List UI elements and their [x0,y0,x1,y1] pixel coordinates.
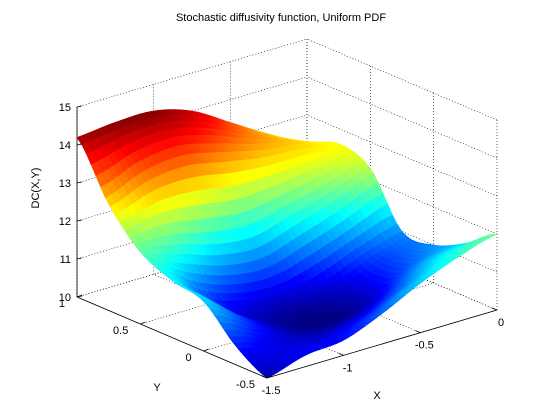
z-tick-mark [76,257,83,260]
z-tick-mark [76,295,83,298]
z-tick-label: 14 [59,140,71,152]
z-axis-label: DC(X,Y) [30,168,42,209]
grid-line-back-z [76,38,308,108]
grid-line-floor-y [140,255,371,325]
x-axis-line [266,309,498,379]
z-tick-mark [76,181,83,184]
x-axis-label: X [373,390,381,402]
z-tick-label: 15 [59,102,71,114]
grid-line-back-z [76,228,308,298]
x-tick-mark [491,307,498,311]
y-tick-label: 1 [59,298,65,310]
tick-layer: -1.5 -1 -0.5 0 -0.5 0 0.5 110 11 12 13 14 15 [59,102,504,397]
z-tick-label: 11 [60,254,71,266]
y-tick-mark [140,321,146,325]
grid-line-back-z [76,190,308,260]
x-tick-mark [338,352,344,356]
x-tick-mark [261,375,268,379]
z-tick-label: 12 [59,216,71,228]
y-tick-label: 0 [186,352,192,364]
y-tick-mark [266,375,273,379]
y-tick-label: -0.5 [236,379,255,391]
z-tick-mark [76,143,83,146]
chart-title: Stochastic diffusivity function, Uniform… [176,12,386,24]
z-tick-label: 10 [59,292,71,304]
x-tick-label: -0.5 [415,340,434,352]
z-tick-mark [76,105,83,108]
z-tick-label: 13 [59,178,71,190]
x-tick-mark [415,330,421,334]
y-tick-mark [203,348,209,352]
x-tick-label: 0 [498,317,504,329]
z-tick-mark [76,219,83,222]
x-tick-label: -1 [343,362,353,374]
y-tick-label: 0.5 [113,325,128,337]
surface-layer [76,109,498,379]
x-tick-label: -1.5 [262,385,281,397]
y-axis-line [76,296,268,379]
grid-line-side-z [306,38,498,121]
axis-layer [76,107,498,379]
y-axis-label: Y [153,382,161,394]
